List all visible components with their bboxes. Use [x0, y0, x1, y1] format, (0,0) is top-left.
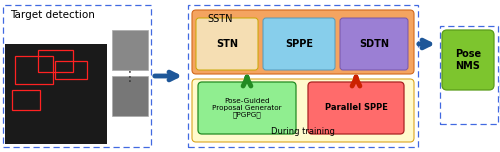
FancyBboxPatch shape [263, 18, 335, 70]
Text: SPPE: SPPE [285, 39, 313, 49]
FancyBboxPatch shape [192, 79, 414, 142]
FancyBboxPatch shape [196, 18, 258, 70]
Bar [3, 5, 151, 147]
Text: ⋮: ⋮ [123, 70, 137, 84]
Text: SDTN: SDTN [359, 39, 389, 49]
FancyBboxPatch shape [340, 18, 408, 70]
FancyBboxPatch shape [198, 82, 296, 134]
FancyBboxPatch shape [442, 30, 494, 90]
Text: Parallel SPPE: Parallel SPPE [324, 104, 388, 112]
Bar [5, 44, 107, 144]
Bar [55, 61, 87, 79]
Text: Pose
NMS: Pose NMS [455, 49, 481, 71]
Bar [38, 50, 73, 72]
Bar [5, 44, 107, 144]
FancyBboxPatch shape [192, 10, 414, 74]
Bar [112, 76, 148, 116]
Text: Target detection: Target detection [10, 10, 94, 20]
Text: During training: During training [271, 128, 335, 136]
FancyBboxPatch shape [308, 82, 404, 134]
Text: SSTN: SSTN [207, 14, 233, 24]
Bar [112, 30, 148, 70]
Bar [188, 5, 418, 147]
Bar [440, 26, 498, 124]
Text: Pose-Guided
Proposal Generator
（PGPG）: Pose-Guided Proposal Generator （PGPG） [212, 98, 282, 118]
Bar [12, 90, 40, 110]
Bar [15, 56, 53, 84]
Text: STN: STN [216, 39, 238, 49]
